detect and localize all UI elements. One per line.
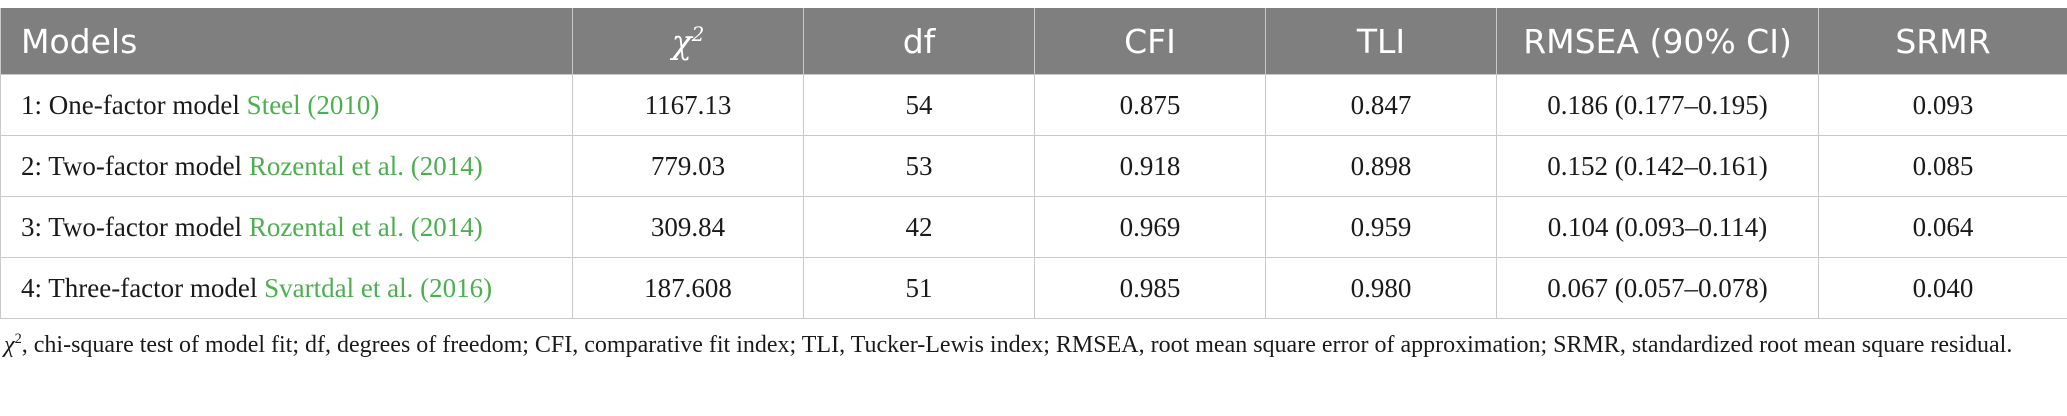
- table-row: 4: Three-factor model Svartdal et al. (2…: [0, 257, 2067, 319]
- df-cell: 42: [803, 196, 1035, 258]
- cfi-cell: 0.969: [1034, 196, 1266, 258]
- footnote-text: , chi-square test of model fit; df, degr…: [21, 332, 2013, 358]
- model-cell: 3: Two-factor model Rozental et al. (201…: [0, 196, 573, 258]
- srmr-cell: 0.093: [1818, 74, 2067, 136]
- model-cell: 2: Two-factor model Rozental et al. (201…: [0, 135, 573, 197]
- cfi-cell: 0.985: [1034, 257, 1266, 319]
- df-cell: 51: [803, 257, 1035, 319]
- citation-link[interactable]: Svartdal et al. (2016): [264, 272, 493, 303]
- chi-superscript: 2: [691, 22, 705, 46]
- header-cfi: CFI: [1034, 8, 1266, 75]
- header-chi-square: χ2: [572, 8, 804, 75]
- table-row: 1: One-factor model Steel (2010) 1167.13…: [0, 74, 2067, 136]
- rmsea-cell: 0.067 (0.057–0.078): [1496, 257, 1819, 319]
- table-row: 3: Two-factor model Rozental et al. (201…: [0, 196, 2067, 258]
- model-label: 3: Two-factor model: [21, 211, 249, 242]
- df-cell: 53: [803, 135, 1035, 197]
- chi2-cell: 1167.13: [572, 74, 804, 136]
- chi2-cell: 309.84: [572, 196, 804, 258]
- table-row: 2: Two-factor model Rozental et al. (201…: [0, 135, 2067, 197]
- rmsea-cell: 0.152 (0.142–0.161): [1496, 135, 1819, 197]
- model-cell: 4: Three-factor model Svartdal et al. (2…: [0, 257, 573, 319]
- header-row: Models χ2 df CFI TLI RMSEA (90% CI) SRMR: [0, 8, 2067, 75]
- rmsea-cell: 0.186 (0.177–0.195): [1496, 74, 1819, 136]
- tli-cell: 0.959: [1265, 196, 1497, 258]
- model-label: 4: Three-factor model: [21, 272, 265, 303]
- citation-link[interactable]: Rozental et al. (2014): [248, 150, 483, 181]
- model-fit-table: Models χ2 df CFI TLI RMSEA (90% CI) SRMR…: [0, 8, 2067, 319]
- tli-cell: 0.847: [1265, 74, 1497, 136]
- chi2-cell: 187.608: [572, 257, 804, 319]
- rmsea-cell: 0.104 (0.093–0.114): [1496, 196, 1819, 258]
- header-models: Models: [0, 8, 573, 75]
- tli-cell: 0.980: [1265, 257, 1497, 319]
- cfi-cell: 0.875: [1034, 74, 1266, 136]
- model-cell: 1: One-factor model Steel (2010): [0, 74, 573, 136]
- footnote-chi-superscript: 2: [14, 331, 22, 347]
- table-container: Models χ2 df CFI TLI RMSEA (90% CI) SRMR…: [0, 8, 2067, 363]
- header-rmsea: RMSEA (90% CI): [1496, 8, 1819, 75]
- tli-cell: 0.898: [1265, 135, 1497, 197]
- srmr-cell: 0.040: [1818, 257, 2067, 319]
- footnote-chi-symbol: χ: [4, 332, 15, 358]
- citation-link[interactable]: Steel (2010): [246, 89, 380, 120]
- header-srmr: SRMR: [1818, 8, 2067, 75]
- srmr-cell: 0.085: [1818, 135, 2067, 197]
- citation-link[interactable]: Rozental et al. (2014): [248, 211, 483, 242]
- model-label: 1: One-factor model: [21, 89, 247, 120]
- df-cell: 54: [803, 74, 1035, 136]
- srmr-cell: 0.064: [1818, 196, 2067, 258]
- header-df: df: [803, 8, 1035, 75]
- chi-symbol: χ: [671, 21, 692, 61]
- table-footnote: χ2, chi-square test of model fit; df, de…: [4, 327, 2055, 363]
- cfi-cell: 0.918: [1034, 135, 1266, 197]
- model-label: 2: Two-factor model: [21, 150, 249, 181]
- chi2-cell: 779.03: [572, 135, 804, 197]
- header-tli: TLI: [1265, 8, 1497, 75]
